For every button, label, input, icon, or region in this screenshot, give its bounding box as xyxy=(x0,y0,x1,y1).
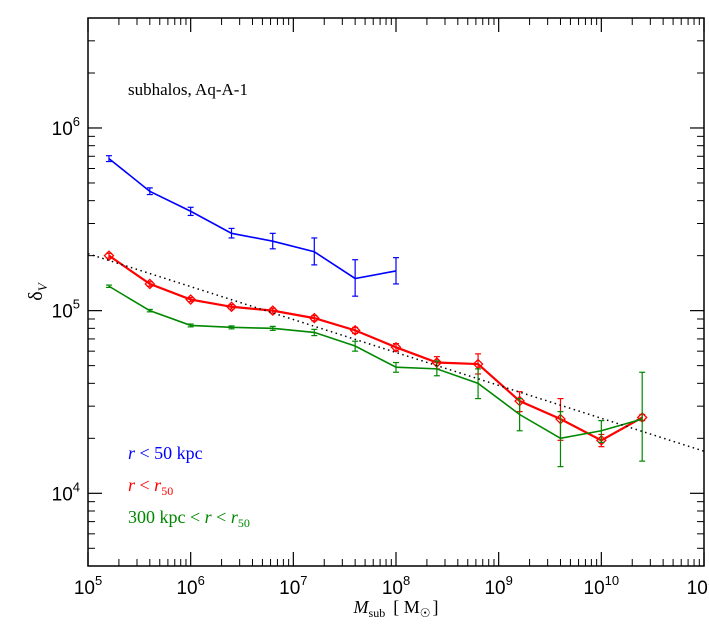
x-tick-label: 107 xyxy=(279,573,307,599)
legend-entry: r < r50 xyxy=(128,475,173,498)
x-tick-label: 1010 xyxy=(584,573,620,599)
plot-area xyxy=(87,155,705,468)
series-line xyxy=(108,285,643,440)
data-point-marker xyxy=(267,305,279,317)
x-tick-label: 106 xyxy=(176,573,204,599)
y-axis-label-main: δ xyxy=(25,291,47,300)
data-point-marker xyxy=(308,312,320,324)
x-axis-label: Msub [ M☉] xyxy=(353,597,439,620)
chart-annotation: subhalos, Aq-A-1 xyxy=(128,80,248,99)
y-tick-label: 106 xyxy=(52,114,80,140)
series-line xyxy=(108,254,643,442)
y-tick-label: 104 xyxy=(52,479,80,505)
data-point-marker xyxy=(144,278,156,290)
data-point-marker xyxy=(595,434,607,446)
data-point-marker xyxy=(226,301,237,313)
x-tick-label: 109 xyxy=(484,573,512,599)
series-2 xyxy=(105,284,646,468)
data-point-marker xyxy=(349,324,361,336)
series-0 xyxy=(105,155,399,297)
x-tick-label: 108 xyxy=(382,573,410,599)
y-tick-label: 105 xyxy=(52,297,80,323)
y-axis-label-sub: V xyxy=(35,281,50,291)
legend-entry: r < 50 kpc xyxy=(128,443,203,463)
sun-symbol-icon: ☉ xyxy=(420,606,431,620)
legend: r < 50 kpc r < r50 300 kpc < r < r50 xyxy=(128,443,250,530)
x-axis-label-main: M xyxy=(353,597,370,617)
x-tick-label: 105 xyxy=(74,573,102,599)
data-point-marker xyxy=(103,250,115,262)
y-axis-label: δV xyxy=(25,281,50,300)
series-1 xyxy=(103,250,648,448)
data-point-marker xyxy=(390,341,402,353)
x-axis-label-unit: [ M xyxy=(393,597,420,617)
plot-frame xyxy=(87,17,705,567)
x-tick-label: 1011 xyxy=(687,573,709,599)
x-axis-label-unit-close: ] xyxy=(432,597,438,617)
data-point-marker xyxy=(185,294,197,305)
x-axis-label-sub: sub xyxy=(369,606,386,620)
legend-entry: 300 kpc < r < r50 xyxy=(128,507,250,530)
series-line xyxy=(108,157,397,280)
ticks: 105 106 107 108 109 1010 1011 104 105 106 xyxy=(52,18,709,599)
axes xyxy=(87,17,705,567)
